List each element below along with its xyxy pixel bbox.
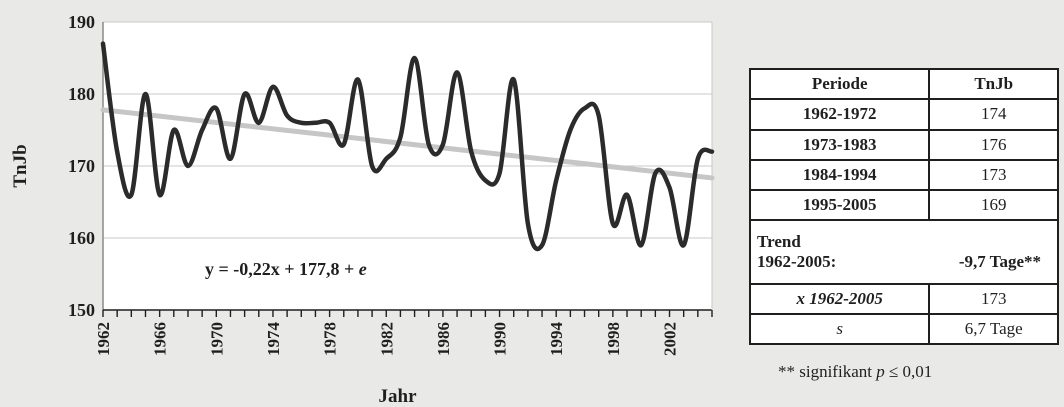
table-row: 1962-1972 174 [748,98,1059,131]
significance-footnote: ** signifikant p ≤ 0,01 [778,362,932,382]
header-periode: Periode [748,67,931,101]
footnote-p: p [876,362,885,381]
y-tick-label: 190 [68,12,95,32]
period-cell: 1962-1972 [748,98,931,131]
statistics-table-container: Periode TnJb 1962-1972 174 1973-1983 176… [748,67,1059,346]
sd-row: s 6,7 Tage [748,312,1059,346]
mean-row: x 1962-2005 173 [748,282,1059,315]
x-tick-label: 1990 [491,322,510,356]
trend-row: Trend 1962-2005: -9,7 Tage** [749,219,1059,285]
footnote-prefix: ** signifikant [778,362,877,381]
x-tick-label: 1962 [94,322,113,356]
period-cell: 1984-1994 [748,158,931,192]
trend-equation-label: y = -0,22x + 177,8 + e [205,259,367,279]
x-tick-label: 1998 [604,322,623,356]
x-tick-label: 1994 [547,322,566,357]
x-tick-label: 1966 [151,322,170,356]
mean-label: x 1962-2005 [748,282,931,315]
table-row: 1973-1983 176 [748,128,1059,161]
x-tick-label: 2002 [661,322,680,356]
x-tick-label: 1982 [377,322,396,356]
value-cell: 173 [928,158,1059,192]
footnote-suffix: ≤ 0,01 [884,362,933,381]
x-tick-label: 1974 [264,322,283,357]
sd-value: 6,7 Tage [928,312,1059,346]
trend-cell: Trend 1962-2005: -9,7 Tage** [749,219,1059,285]
table-row: 1984-1994 173 [748,158,1059,192]
data-series-line [100,41,715,252]
y-tick-label: 180 [68,84,95,104]
value-cell: 174 [928,98,1059,131]
value-cell: 176 [928,128,1059,161]
period-cell: 1995-2005 [748,188,931,222]
x-tick-label: 1986 [434,322,453,356]
y-axis-title: TnJb [10,144,31,187]
x-tick-label: 1978 [321,322,340,356]
y-tick-label: 160 [68,228,95,248]
y-tick-label: 150 [68,300,95,320]
mean-value: 173 [928,282,1059,315]
trend-period: 1962-2005: [757,251,837,271]
value-cell: 169 [928,188,1059,222]
table-row: 1995-2005 169 [748,188,1059,222]
header-tnjb: TnJb [928,67,1059,101]
trend-value: -9,7 Tage** [958,251,1041,271]
sd-label: s [748,312,931,346]
table-header-row: Periode TnJb [748,67,1059,101]
trend-label: Trend [757,231,801,251]
equation-error-term: e [359,259,367,279]
x-axis-title: Jahr [379,386,418,407]
x-tick-label: 1970 [207,322,226,356]
period-cell: 1973-1983 [748,128,931,161]
statistics-table: Periode TnJb 1962-1972 174 1973-1983 176… [748,67,1059,346]
y-tick-label: 170 [68,156,95,176]
